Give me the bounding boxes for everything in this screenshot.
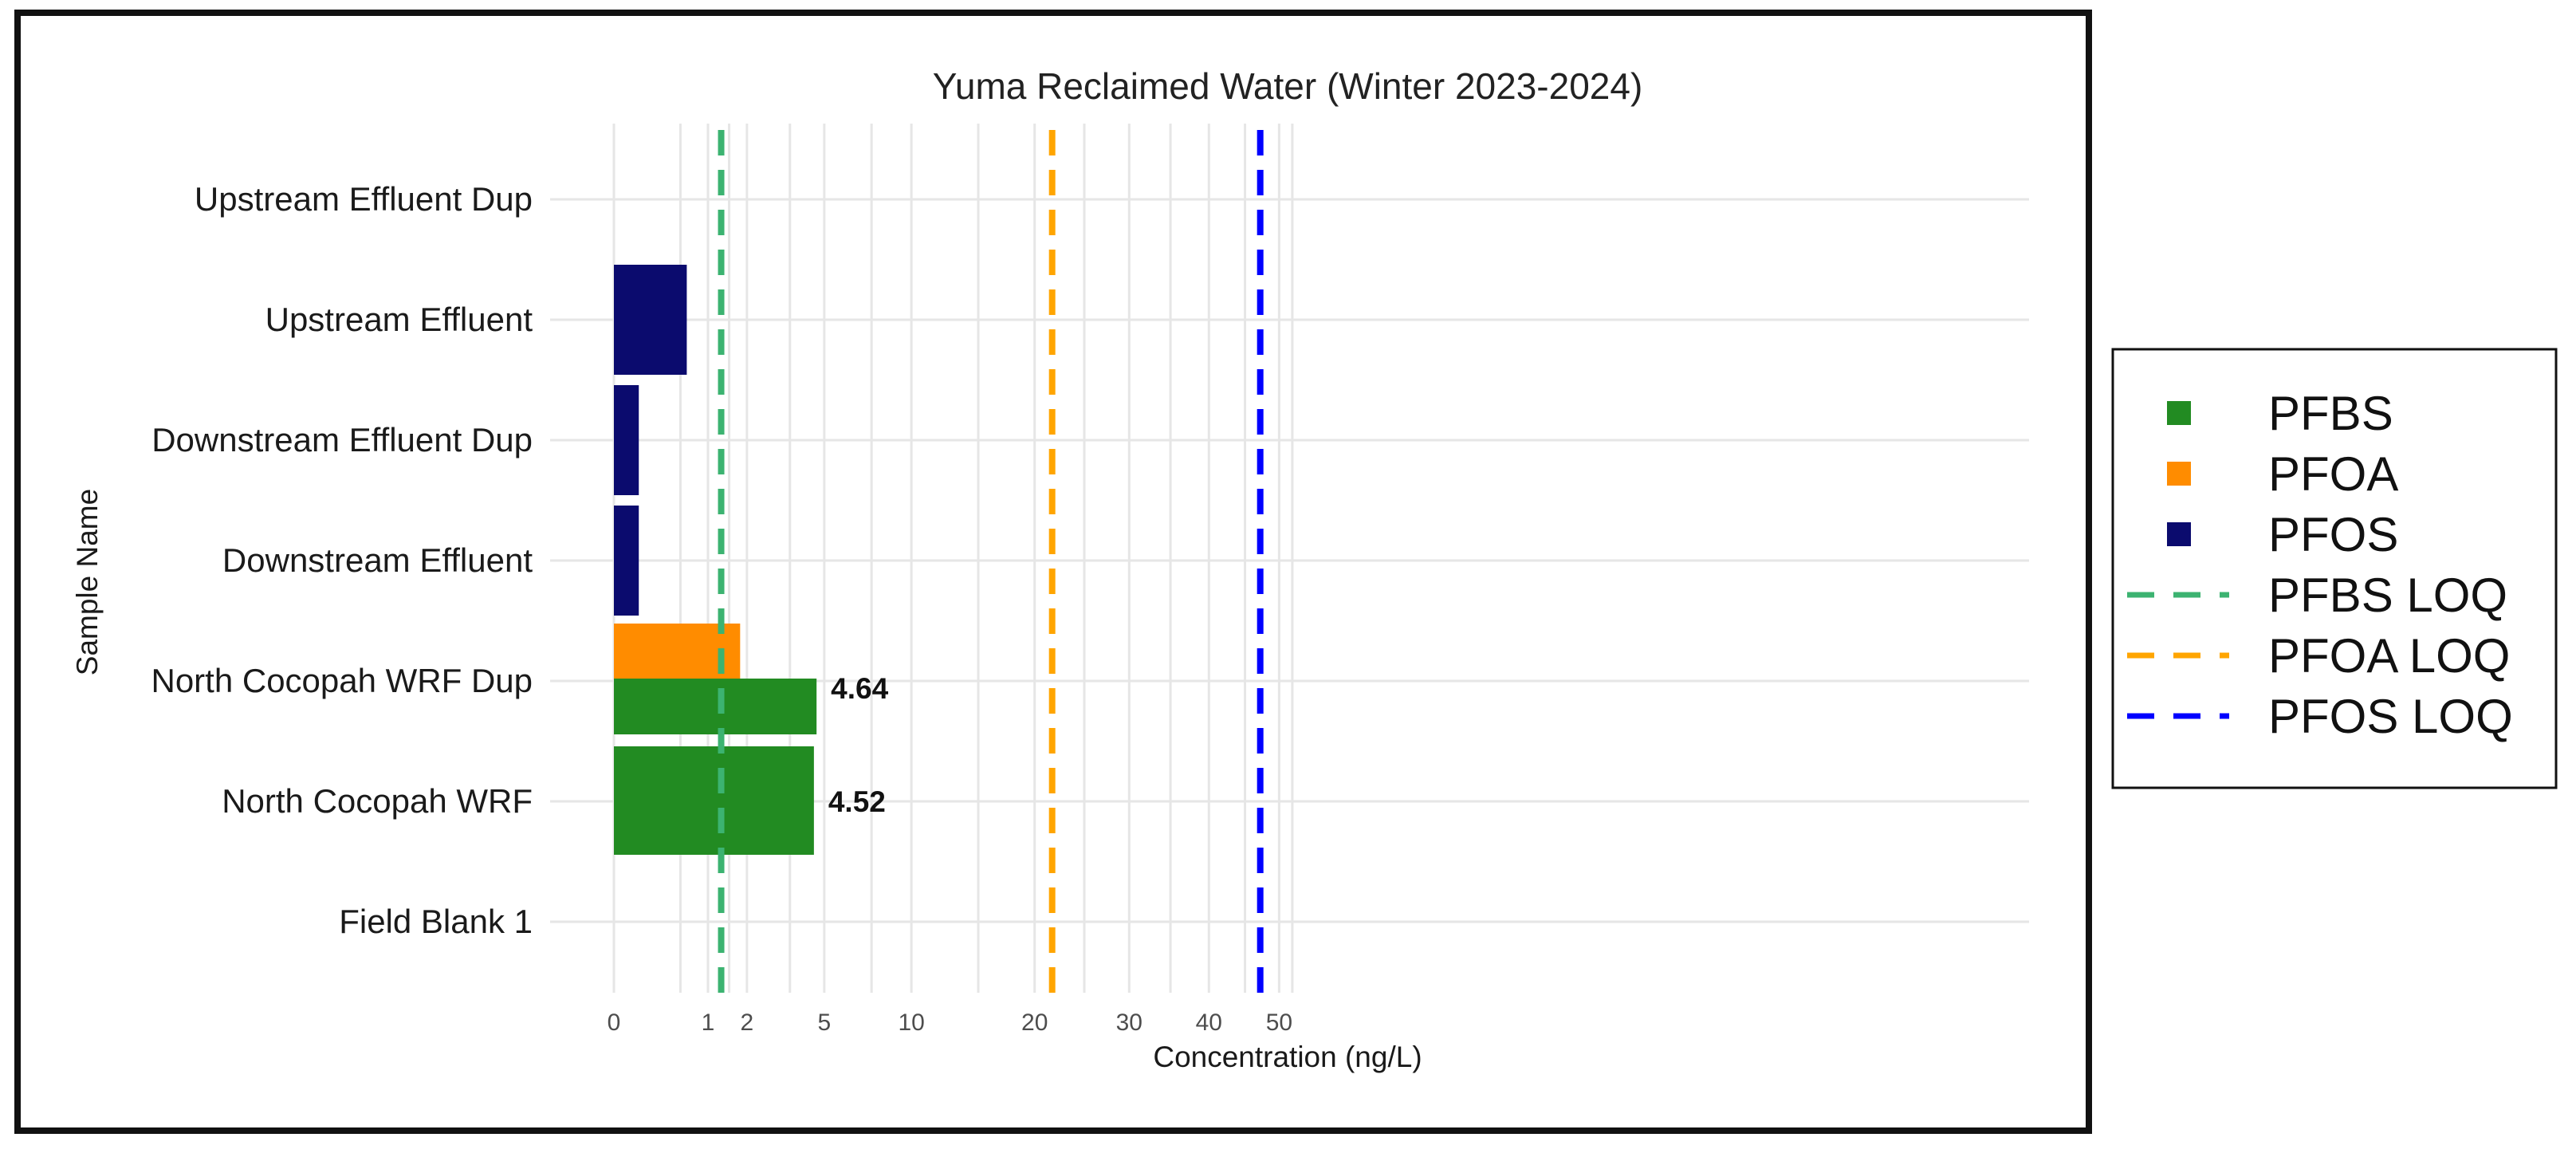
x-tick-label-20: 20 [1021, 1009, 1048, 1036]
legend-swatch-pfos [2167, 522, 2191, 546]
y-tick-label-north-cocopah-wrf: North Cocopah WRF [222, 782, 533, 820]
y-tick-label-field-blank-1: Field Blank 1 [339, 903, 533, 940]
y-axis-title: Sample Name [71, 489, 104, 675]
bar-pfbs-north-cocopah-wrf-dup [614, 679, 817, 734]
legend-label-pfoa-loq: PFOA LOQ [2268, 629, 2510, 683]
bar-pfos-downstream-effluent-dup [614, 385, 639, 495]
x-tick-label-2: 2 [741, 1009, 754, 1036]
legend-label-pfbs-loq: PFBS LOQ [2268, 569, 2507, 622]
loq-reference-lines [718, 130, 1264, 993]
y-tick-label-upstream-effluent-dup: Upstream Effluent Dup [195, 180, 533, 218]
x-tick-label-40: 40 [1196, 1009, 1222, 1036]
x-tick-label-1: 1 [702, 1009, 715, 1036]
x-tick-label-10: 10 [898, 1009, 924, 1036]
data-label-north-cocopah-wrf: 4.52 [828, 785, 886, 818]
x-axis-tick-labels: 0 1 2 5 10 20 30 40 50 [608, 1009, 1292, 1036]
legend: PFBS PFOA PFOS PFBS LOQ PFOA LOQ PFOS LOQ [2111, 348, 2558, 789]
bar-pfos-downstream-effluent [614, 506, 639, 616]
legend-label-pfbs: PFBS [2268, 387, 2393, 440]
y-tick-label-downstream-effluent-dup: Downstream Effluent Dup [151, 421, 533, 458]
legend-label-pfoa: PFOA [2268, 447, 2398, 501]
y-tick-label-downstream-effluent: Downstream Effluent [222, 541, 533, 579]
bar-pfos-upstream-effluent [614, 265, 687, 375]
data-label-north-cocopah-wrf-dup: 4.64 [831, 672, 888, 705]
x-tick-label-5: 5 [818, 1009, 832, 1036]
y-tick-label-north-cocopah-wrf-dup: North Cocopah WRF Dup [151, 662, 533, 699]
legend-label-pfos-loq: PFOS LOQ [2268, 690, 2513, 743]
chart-title: Yuma Reclaimed Water (Winter 2023-2024) [933, 65, 1643, 107]
x-tick-label-0: 0 [608, 1009, 621, 1036]
legend-swatch-pfoa [2167, 462, 2191, 486]
bar-pfbs-north-cocopah-wrf [614, 746, 814, 855]
data-labels: 4.52 4.64 [828, 672, 889, 818]
y-axis-category-labels: Field Blank 1 North Cocopah WRF North Coco… [151, 180, 533, 940]
x-tick-label-50: 50 [1266, 1009, 1292, 1036]
x-tick-label-30: 30 [1116, 1009, 1142, 1036]
legend-label-pfos: PFOS [2268, 508, 2398, 561]
x-axis-title: Concentration (ng/L) [1153, 1041, 1422, 1073]
y-tick-label-upstream-effluent: Upstream Effluent [265, 301, 533, 338]
legend-swatch-pfbs [2167, 401, 2191, 425]
